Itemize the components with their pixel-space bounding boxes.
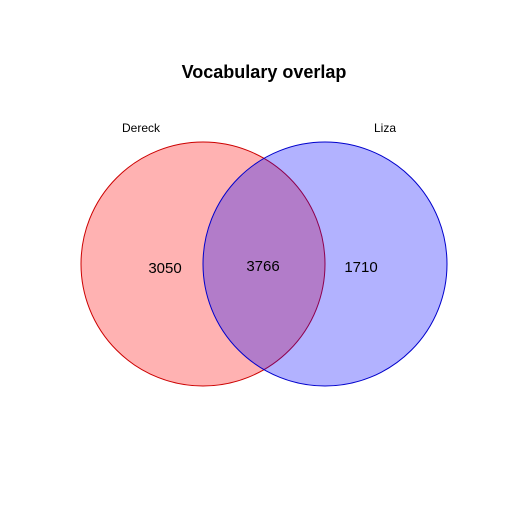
set-label-dereck: Dereck bbox=[122, 121, 161, 135]
set-label-liza: Liza bbox=[374, 121, 396, 135]
count-dereck-only: 3050 bbox=[148, 260, 181, 277]
diagram-title: Vocabulary overlap bbox=[182, 62, 347, 82]
set-circle-liza bbox=[202, 141, 448, 387]
count-liza-only: 1710 bbox=[344, 259, 377, 276]
count-overlap: 3766 bbox=[246, 258, 279, 275]
